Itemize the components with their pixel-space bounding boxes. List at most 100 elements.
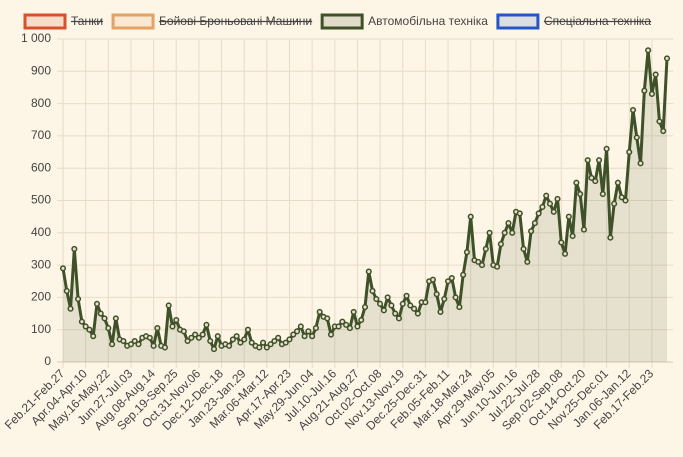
point bbox=[637, 160, 644, 167]
point bbox=[558, 239, 565, 246]
point bbox=[509, 229, 516, 236]
point bbox=[267, 341, 274, 348]
y-tick-label: 600 bbox=[31, 160, 51, 174]
point bbox=[210, 346, 218, 353]
point bbox=[346, 325, 353, 332]
legend-label: Спеціальна техніка bbox=[544, 14, 652, 28]
point bbox=[543, 192, 550, 199]
point bbox=[165, 302, 172, 309]
point bbox=[520, 245, 527, 252]
point bbox=[403, 292, 410, 299]
point bbox=[486, 229, 493, 236]
point bbox=[656, 118, 663, 125]
point bbox=[365, 268, 372, 275]
point bbox=[626, 149, 633, 156]
y-tick-label: 400 bbox=[31, 225, 51, 239]
point bbox=[645, 47, 652, 54]
point bbox=[648, 90, 655, 97]
point bbox=[294, 328, 301, 335]
point bbox=[505, 220, 512, 227]
point bbox=[180, 328, 187, 335]
point bbox=[93, 300, 101, 307]
point bbox=[199, 331, 206, 338]
y-tick-label: 700 bbox=[31, 128, 51, 142]
point bbox=[244, 326, 252, 333]
y-tick-label: 800 bbox=[31, 96, 51, 110]
point bbox=[350, 308, 357, 315]
point bbox=[377, 300, 384, 307]
point bbox=[358, 316, 365, 324]
point bbox=[433, 291, 440, 298]
point bbox=[622, 197, 629, 204]
point bbox=[588, 174, 595, 181]
y-tick-label: 900 bbox=[31, 63, 51, 77]
point bbox=[569, 232, 576, 240]
point bbox=[531, 220, 538, 227]
point bbox=[577, 190, 584, 198]
point bbox=[192, 331, 199, 338]
point bbox=[184, 337, 191, 345]
point bbox=[445, 278, 452, 285]
y-tick-label: 500 bbox=[31, 193, 51, 207]
point bbox=[535, 210, 542, 217]
point bbox=[135, 341, 142, 348]
point bbox=[150, 342, 157, 349]
y-tick-label: 0 bbox=[44, 354, 51, 368]
point bbox=[629, 107, 637, 114]
legend-label: Автомобільна техніка bbox=[368, 14, 488, 28]
point bbox=[452, 294, 459, 301]
point bbox=[97, 310, 104, 317]
point bbox=[437, 308, 444, 315]
point bbox=[607, 234, 614, 241]
legend-item[interactable]: Танки bbox=[23, 13, 103, 30]
y-tick-label: 1 000 bbox=[21, 31, 51, 45]
point bbox=[388, 302, 395, 309]
point bbox=[414, 310, 421, 317]
point bbox=[203, 321, 210, 328]
point bbox=[395, 315, 403, 322]
point bbox=[528, 228, 535, 235]
point bbox=[550, 208, 557, 215]
point bbox=[660, 128, 667, 135]
point bbox=[260, 339, 267, 346]
point bbox=[316, 308, 323, 315]
point bbox=[67, 305, 74, 312]
legend-swatch bbox=[320, 13, 364, 30]
point bbox=[237, 339, 244, 346]
point bbox=[312, 325, 319, 332]
legend-swatch bbox=[111, 13, 155, 30]
point bbox=[460, 271, 467, 278]
point bbox=[188, 334, 195, 341]
point bbox=[195, 334, 202, 341]
point bbox=[633, 134, 640, 141]
point bbox=[248, 339, 255, 346]
legend-item[interactable]: Автомобільна техніка bbox=[320, 13, 488, 30]
point bbox=[154, 325, 161, 332]
point bbox=[214, 333, 221, 340]
point bbox=[614, 179, 621, 186]
point bbox=[482, 245, 489, 252]
point bbox=[263, 344, 270, 351]
point bbox=[380, 307, 387, 314]
point bbox=[286, 336, 293, 343]
point bbox=[441, 295, 448, 303]
point bbox=[411, 305, 418, 312]
point bbox=[384, 294, 391, 301]
point bbox=[467, 213, 474, 220]
point bbox=[373, 295, 380, 303]
point bbox=[309, 333, 316, 340]
legend-item[interactable]: Бойові Броньовані Машини bbox=[111, 13, 312, 30]
point bbox=[343, 321, 350, 328]
point bbox=[105, 325, 112, 332]
point bbox=[229, 336, 236, 343]
point bbox=[422, 299, 429, 306]
y-tick-label: 100 bbox=[31, 322, 51, 336]
legend-item[interactable]: Спеціальна техніка bbox=[496, 13, 652, 30]
point bbox=[524, 258, 531, 265]
y-tick-label: 300 bbox=[31, 257, 51, 271]
point bbox=[354, 323, 361, 330]
point bbox=[580, 226, 588, 233]
point bbox=[112, 315, 119, 322]
point bbox=[392, 310, 399, 317]
